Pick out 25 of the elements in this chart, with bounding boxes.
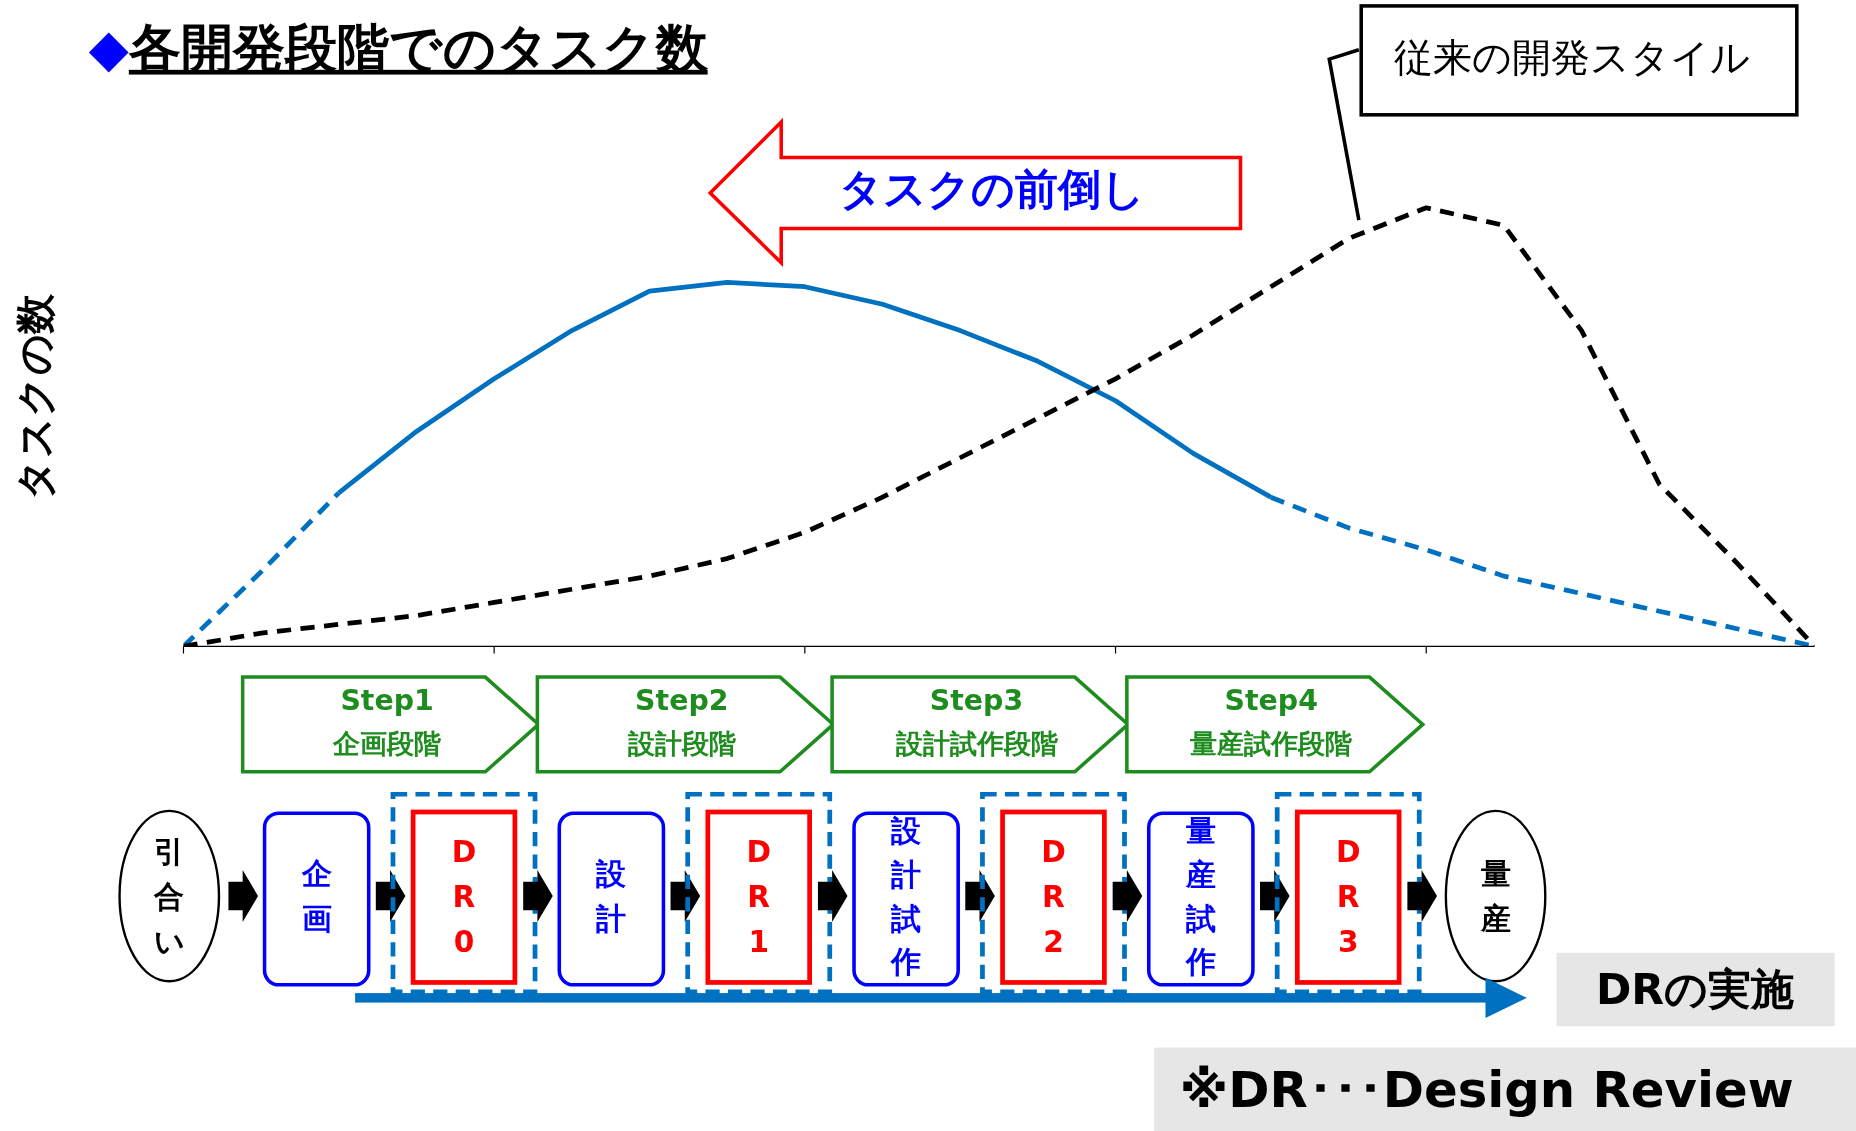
- text: 企画: [300, 857, 332, 937]
- text: DR1: [746, 834, 772, 959]
- text: DR2: [1041, 834, 1066, 959]
- text: Step4: [1224, 684, 1318, 718]
- text: DR3: [1335, 834, 1361, 959]
- text: Step2: [635, 684, 729, 718]
- text: 試作: [891, 901, 922, 980]
- text: 量産試作段階: [1189, 727, 1354, 759]
- text: 企画段階: [332, 727, 443, 759]
- text: DRの実施: [1595, 963, 1795, 1014]
- text: 量産試作: [1183, 814, 1216, 980]
- text: 従来の開発スタイル: [1393, 35, 1750, 81]
- chart-title: ◆各開発段階でのタスク数: [88, 17, 708, 79]
- text: 設計試作段階: [894, 727, 1059, 759]
- text: DR0: [451, 834, 477, 959]
- y-axis-title: タスクの数: [9, 293, 59, 500]
- text: 引合い: [153, 834, 185, 959]
- text: 設計: [890, 814, 922, 892]
- text: 量産: [1479, 857, 1511, 937]
- text: Step3: [929, 684, 1024, 718]
- text: 設計段階: [626, 727, 737, 759]
- text: ※DR･･･Design Review: [1179, 1060, 1794, 1119]
- text: 設計: [596, 857, 627, 937]
- annotation: タスクの前倒し: [838, 163, 1145, 214]
- text: Step1: [340, 684, 434, 718]
